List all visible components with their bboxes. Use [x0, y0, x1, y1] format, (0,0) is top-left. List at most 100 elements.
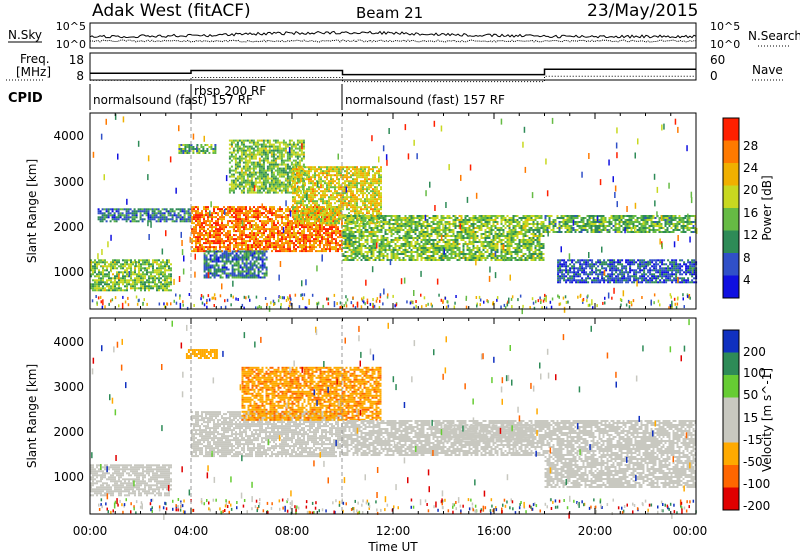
heat-cell: [359, 231, 361, 233]
heat-cell: [409, 219, 411, 221]
heat-cell: [405, 217, 407, 219]
heat-cell: [266, 267, 268, 269]
heat-cell: [356, 174, 358, 176]
heat-cell: [202, 152, 204, 154]
heat-cell: [128, 267, 130, 269]
heat-cell: [222, 267, 224, 269]
heat-cell: [266, 273, 268, 275]
heat-cell: [343, 235, 345, 237]
heat-cell: [391, 241, 393, 243]
heat-cell: [259, 246, 261, 248]
heat-cell: [345, 257, 347, 259]
heat-cell: [324, 212, 326, 214]
heat-cell: [233, 208, 235, 210]
heat-cell: [299, 162, 301, 164]
heat-cell: [417, 223, 419, 225]
heat-cell: [193, 232, 195, 234]
heat-cell: [261, 164, 263, 166]
heat-cell: [329, 232, 331, 234]
heat-cell: [200, 146, 202, 148]
heat-cell: [314, 222, 316, 224]
heat-cell: [313, 244, 315, 246]
heat-cell: [378, 176, 380, 178]
heat-cell: [241, 208, 243, 210]
heat-cell: [259, 206, 261, 208]
heat-cell: [166, 263, 168, 265]
heat-cell: [275, 246, 277, 248]
heat-cell: [120, 216, 122, 218]
heat-cell: [237, 220, 239, 222]
heat-cell: [214, 144, 216, 146]
heat-cell: [303, 232, 305, 234]
heat-cell: [172, 208, 174, 210]
heat-cell: [380, 200, 382, 202]
heat-cell: [348, 196, 350, 198]
heat-cell: [112, 283, 114, 285]
heat-cell: [204, 269, 206, 271]
heat-cell: [292, 168, 294, 170]
heat-cell: [233, 190, 235, 192]
heat-cell: [356, 198, 358, 200]
heat-cell: [264, 265, 266, 267]
heat-cell: [310, 186, 312, 188]
heat-cell: [197, 236, 199, 238]
heat-cell: [372, 192, 374, 194]
heat-cell: [362, 186, 364, 188]
heat-cell: [287, 144, 289, 146]
heat-cell: [253, 240, 255, 242]
heat-cell: [425, 245, 427, 247]
heat-cell: [237, 226, 239, 228]
heat-cell: [293, 152, 295, 154]
heat-cell: [344, 174, 346, 176]
heat-cell: [421, 249, 423, 251]
heat-cell: [411, 223, 413, 225]
heat-cell: [209, 234, 211, 236]
heat-cell: [348, 166, 350, 168]
heat-cell: [255, 236, 257, 238]
heat-cell: [281, 226, 283, 228]
heat-cell: [239, 218, 241, 220]
heat-cell: [259, 188, 261, 190]
heat-cell: [358, 210, 360, 212]
heat-cell: [104, 218, 106, 220]
heat-cell: [241, 182, 243, 184]
heat-cell: [150, 265, 152, 267]
heat-cell: [300, 216, 302, 218]
heat-cell: [263, 238, 265, 240]
heat-cell: [355, 223, 357, 225]
heat-cell: [258, 259, 260, 261]
heat-cell: [287, 178, 289, 180]
heat-cell: [261, 168, 263, 170]
heat-cell: [294, 208, 296, 210]
heat-cell: [285, 150, 287, 152]
heat-cell: [310, 176, 312, 178]
heat-cell: [237, 208, 239, 210]
heat-cell: [235, 220, 237, 222]
heat-cell: [273, 192, 275, 194]
heat-cell: [148, 281, 150, 283]
heat-cell: [168, 267, 170, 269]
heat-cell: [292, 176, 294, 178]
heat-cell: [267, 176, 269, 178]
heat-cell: [298, 188, 300, 190]
heat-cell: [249, 174, 251, 176]
heat-cell: [160, 283, 162, 285]
heat-cell: [160, 216, 162, 218]
heat-cell: [267, 242, 269, 244]
heat-cell: [240, 265, 242, 267]
heat-cell: [359, 235, 361, 237]
heat-cell: [277, 208, 279, 210]
heat-cell: [281, 248, 283, 250]
heat-cell: [364, 198, 366, 200]
heat-cell: [320, 178, 322, 180]
heat-cell: [277, 228, 279, 230]
heat-cell: [126, 273, 128, 275]
heat-cell: [397, 253, 399, 255]
heat-cell: [239, 206, 241, 208]
heat-cell: [247, 246, 249, 248]
heat-cell: [304, 194, 306, 196]
heat-cell: [114, 277, 116, 279]
heat-cell: [164, 208, 166, 210]
heat-cell: [162, 261, 164, 263]
heat-cell: [370, 196, 372, 198]
